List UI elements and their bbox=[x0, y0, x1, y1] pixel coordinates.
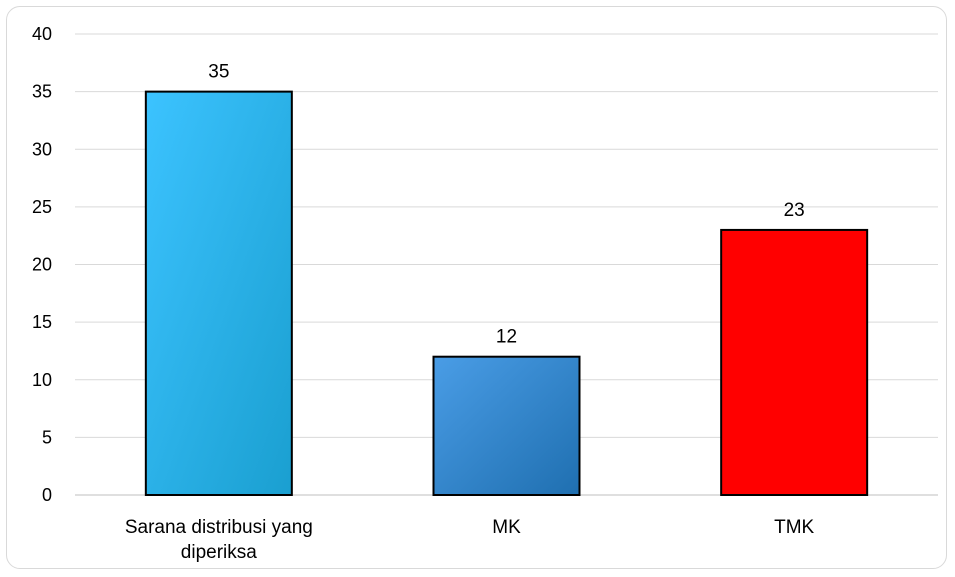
bar bbox=[432, 355, 581, 497]
data-labels: 35 12 23 bbox=[208, 62, 804, 348]
y-tick-label: 30 bbox=[32, 139, 52, 159]
x-axis: Sarana distribusi yang diperiksa MK TMK bbox=[125, 517, 815, 563]
data-label: 23 bbox=[784, 200, 805, 221]
y-axis-ticks: 0 5 10 15 20 25 30 35 40 bbox=[32, 24, 52, 505]
bar bbox=[144, 90, 293, 496]
x-tick-label: Sarana distribusi yang bbox=[125, 517, 313, 538]
y-tick-label: 20 bbox=[32, 255, 52, 275]
y-tick-label: 25 bbox=[32, 197, 52, 217]
x-tick-label: TMK bbox=[774, 517, 814, 538]
y-tick-label: 5 bbox=[42, 427, 52, 447]
data-label: 12 bbox=[496, 327, 517, 348]
y-tick-label: 35 bbox=[32, 82, 52, 102]
bar bbox=[720, 228, 869, 497]
x-tick-label: diperiksa bbox=[181, 542, 257, 563]
x-tick-label: MK bbox=[492, 517, 521, 538]
bars bbox=[144, 90, 869, 497]
data-label: 35 bbox=[208, 62, 229, 83]
y-tick-label: 15 bbox=[32, 312, 52, 332]
y-tick-label: 40 bbox=[32, 24, 52, 44]
y-tick-label: 0 bbox=[42, 485, 52, 505]
y-tick-label: 10 bbox=[32, 370, 52, 390]
